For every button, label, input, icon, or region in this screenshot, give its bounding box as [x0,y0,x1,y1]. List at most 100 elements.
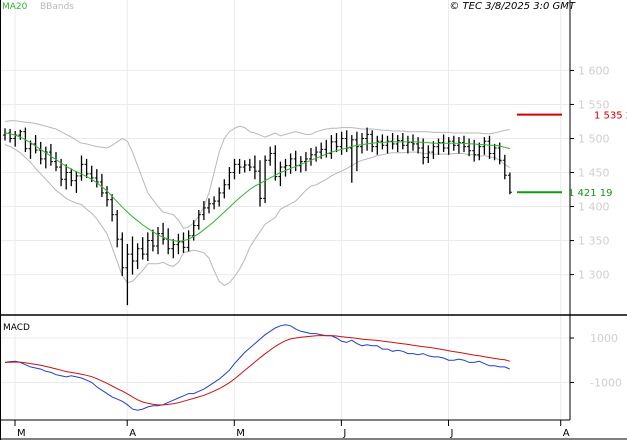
ohlc-bar [84,158,89,178]
ohlc-bar [94,169,99,188]
ohlc-bar [135,243,140,270]
ohlc-bar [411,134,415,151]
ohlc-bar [278,161,283,187]
ohlc-bar [283,158,288,177]
resistance-label: 1 535 2 [594,111,627,122]
month-label: J [450,428,454,439]
ohlc-bar [176,233,181,255]
ohlc-bar [181,232,186,253]
ohlc-bar [431,141,436,159]
ohlc-bar [207,198,211,214]
ohlc-bar [191,220,196,241]
vertical-gridlines [14,0,562,420]
ohlc-bar [196,209,201,230]
ohlc-bar [380,134,385,150]
ohlc-bar [354,131,359,172]
ohlc-bar [64,164,69,190]
ohlc-bar [456,137,461,154]
macd-gridlines [0,337,570,383]
price-tick-label: 1 600 [578,64,610,77]
ohlc-bar [38,141,43,165]
price-tick-label: 1 550 [578,98,610,111]
signal-line [4,335,511,406]
ohlc-bar [105,186,109,207]
ohlc-bar [329,135,334,159]
price-axis-ticks: 1 300 1 350 1 400 1 450 1 500 1 550 1 600 [570,64,610,282]
price-tick-label: 1 300 [578,269,610,282]
ohlc-bar [360,133,364,154]
ohlc-bar [492,143,497,161]
ohlc-bar [349,135,354,183]
ohlc-bar [150,229,155,252]
ohlc-bar [502,154,507,180]
ohlc-bar [462,135,466,153]
month-label: J [342,428,346,439]
ohlc-bar [217,187,222,207]
ohlc-bar [156,226,160,255]
legend-ma20: MA20 [2,2,28,12]
ohlc-bar [370,130,375,153]
ohlc-bar [74,171,79,193]
ohlc-bar [314,146,319,162]
ohlc-bar [140,237,145,260]
ohlc-bar [288,153,293,174]
month-label: M [17,428,26,439]
month-label: A [563,428,570,439]
ohlc-bar [79,155,84,181]
price-tick-label: 1 500 [578,132,610,145]
ohlc-bar [400,133,405,150]
ohlc-bar [145,232,150,261]
ohlc-bar [385,135,390,154]
ohlc-bar [54,152,58,172]
macd-tick-label: 1000 [590,332,618,345]
price-levels [517,113,562,194]
ohlc-bar [110,194,115,222]
ohlc-bar [161,222,166,245]
month-label: M [236,428,245,439]
ohlc-bar [365,127,370,151]
ohlc-bar [201,201,206,221]
ohlc-bar [303,152,308,172]
ohlc-bar [405,135,410,154]
ohlc-bar [120,232,125,276]
macd-line [4,324,511,411]
bollinger-bands [4,120,511,287]
ohlc-bar [247,158,252,172]
ohlc-bar [99,173,104,198]
ohlc-bar [252,155,257,180]
ohlc-bar [33,135,38,154]
ohlc-bar [436,138,441,155]
ohlc-bar [186,230,191,252]
bbands-upper [4,120,510,229]
ohlc-bar [426,145,431,163]
ohlc-bar [467,138,472,157]
ohlc-bar [232,158,237,180]
ohlc-bar [130,236,135,275]
ohlc-bar [69,168,74,187]
ohlc-bar [507,172,512,195]
ohlc-bar [222,179,227,199]
ma20-line [4,132,511,242]
price-tick-label: 1 450 [578,167,610,180]
ohlc-bar [390,133,395,150]
support-label: 1 421 19 [568,188,613,199]
ohlc-bar [125,243,130,306]
ma20-series [4,132,511,242]
macd-panel-title: MACD [3,323,30,333]
ohlc-bar [227,167,232,190]
ohlc-bar [43,146,48,169]
ohlc-bar [263,155,268,204]
ohlc-bar [237,158,242,174]
ohlc-bar [18,129,23,140]
ohlc-bar [477,142,482,161]
timestamp: © TEC 3/8/2025 3:0 GMT [449,1,576,12]
price-tick-label: 1 350 [578,235,610,248]
ohlc-bar [395,135,400,153]
ohlc-bar [339,131,344,155]
month-label: A [129,428,136,439]
ohlc-bar [309,148,313,166]
macd-tick-label: -1000 [590,376,622,389]
